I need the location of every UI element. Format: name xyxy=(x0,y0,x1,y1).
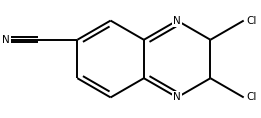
Text: N: N xyxy=(173,92,181,102)
Text: Cl: Cl xyxy=(246,16,257,26)
Text: Cl: Cl xyxy=(246,92,257,102)
Text: N: N xyxy=(2,35,9,45)
Text: N: N xyxy=(173,16,181,26)
